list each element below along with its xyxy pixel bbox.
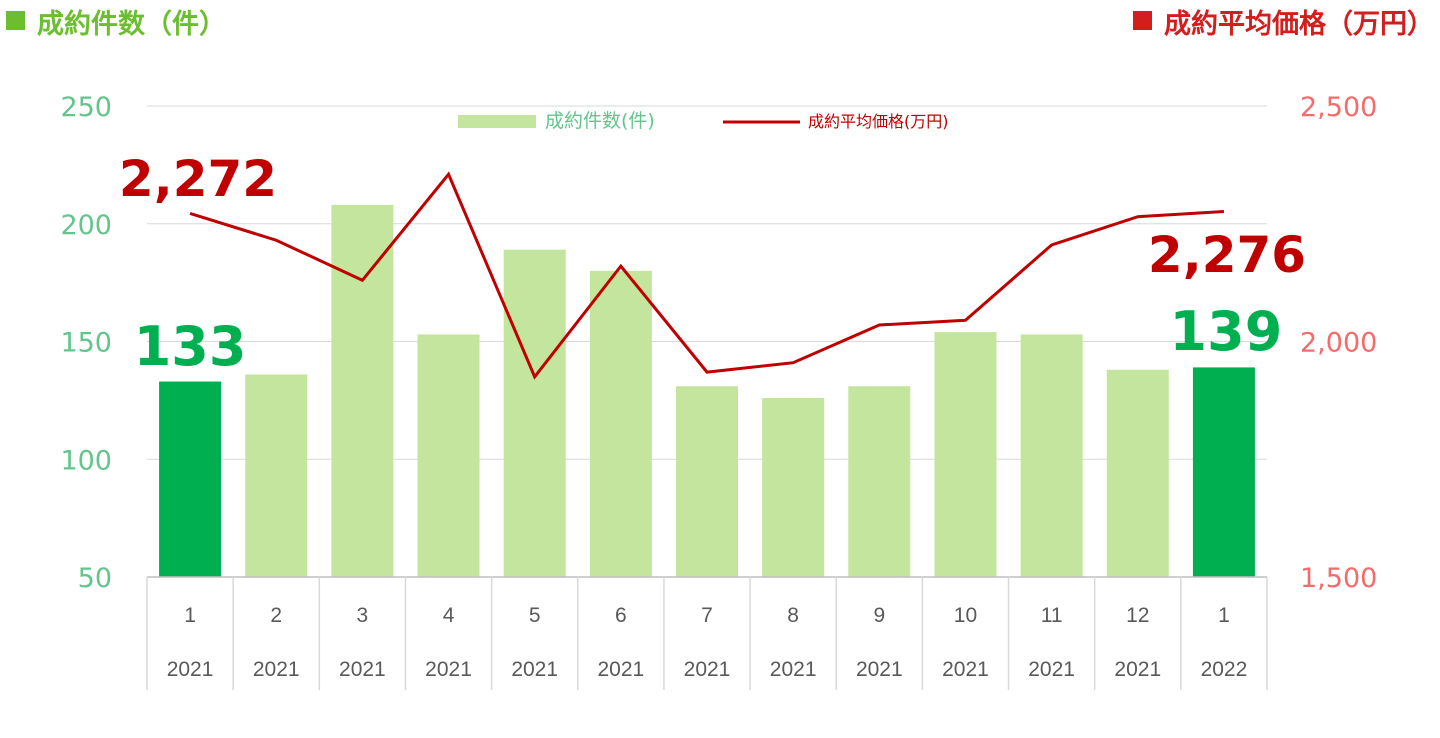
bar	[762, 398, 825, 577]
left-axis-tick-label: 200	[60, 210, 112, 241]
price-line	[189, 171, 1225, 380]
left-axis-tick-label: 250	[60, 92, 112, 123]
right-axis-header: 成約平均価格（万円）	[1133, 2, 1434, 41]
left-axis-tick-label: 150	[60, 328, 112, 359]
category-month-label: 1	[184, 604, 196, 627]
red-square-icon	[1133, 11, 1152, 30]
bar	[331, 204, 394, 577]
category-month-label: 4	[443, 604, 455, 627]
category-year-label: 2021	[597, 658, 644, 681]
data-label: 133	[134, 315, 247, 378]
bar	[159, 381, 222, 577]
green-square-icon	[6, 11, 25, 30]
data-label: 139	[1170, 300, 1283, 363]
right-axis-tick-label: 2,500	[1300, 92, 1377, 123]
bar	[245, 374, 308, 577]
bar	[417, 334, 480, 577]
category-year-label: 2021	[1114, 658, 1161, 681]
data-label: 2,276	[1148, 226, 1306, 284]
data-label: 2,272	[119, 150, 277, 208]
category-month-label: 11	[1041, 604, 1063, 627]
left-axis-header: 成約件数（件）	[6, 2, 226, 41]
category-month-label: 10	[954, 604, 977, 627]
bar	[1020, 334, 1083, 577]
category-year-label: 2022	[1201, 658, 1248, 681]
category-month-label: 9	[873, 604, 885, 627]
legend-bar-label: 成約件数(件)	[545, 110, 655, 132]
category-year-label: 2021	[425, 658, 472, 681]
bar	[934, 332, 997, 577]
category-year-label: 2021	[253, 658, 300, 681]
bar	[589, 270, 652, 577]
category-month-label: 2	[270, 604, 282, 627]
left-axis-tick-label: 50	[78, 563, 112, 594]
category-year-label: 2021	[167, 658, 214, 681]
right-axis-tick-label: 1,500	[1300, 563, 1377, 594]
category-month-label: 3	[357, 604, 369, 627]
left-axis-header-text: 成約件数（件）	[37, 9, 226, 40]
category-year-label: 2021	[339, 658, 386, 681]
category-month-label: 1	[1218, 604, 1230, 627]
bar	[503, 249, 566, 577]
right-axis-header-text: 成約平均価格（万円）	[1164, 9, 1434, 40]
left-axis-tick-label: 100	[60, 445, 112, 476]
category-year-label: 2021	[942, 658, 989, 681]
legend-line-label: 成約平均価格(万円)	[808, 112, 949, 131]
bar	[676, 386, 738, 577]
category-year-label: 2021	[856, 658, 903, 681]
bar	[1106, 369, 1169, 577]
category-month-label: 5	[529, 604, 541, 627]
bar	[848, 386, 911, 577]
category-month-label: 8	[787, 604, 799, 627]
legend-bar-swatch	[458, 115, 536, 128]
category-year-label: 2021	[770, 658, 817, 681]
category-year-label: 2021	[684, 658, 731, 681]
category-year-label: 2021	[1028, 658, 1075, 681]
right-axis-tick-label: 2,000	[1300, 328, 1377, 359]
bar	[1192, 367, 1255, 577]
category-month-label: 12	[1126, 604, 1149, 627]
category-month-label: 6	[615, 604, 627, 627]
category-year-label: 2021	[511, 658, 558, 681]
category-month-label: 7	[701, 604, 713, 627]
